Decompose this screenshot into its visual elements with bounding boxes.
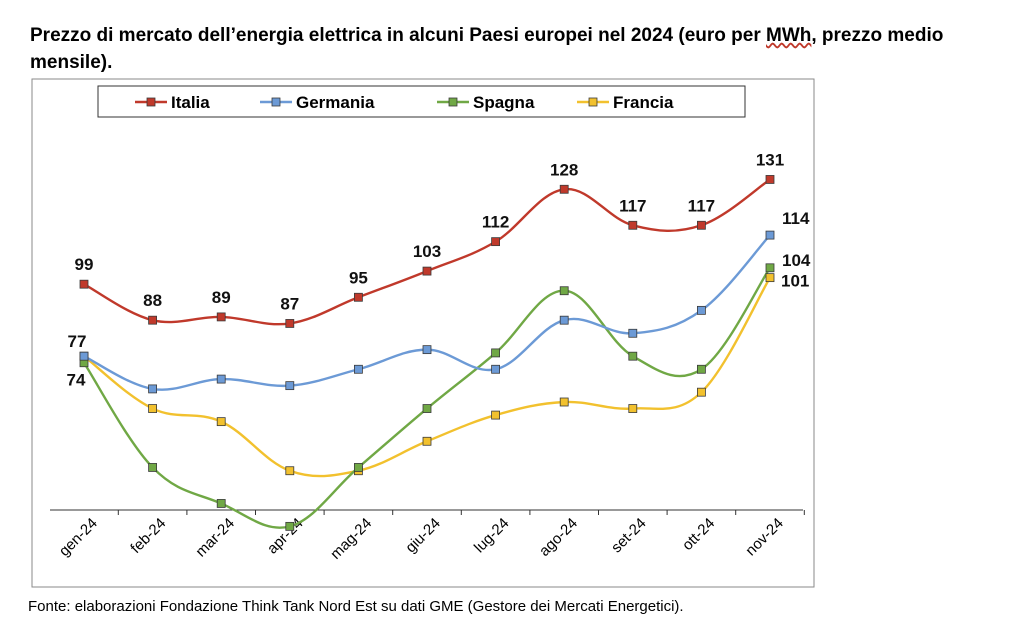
marker-spagna-ott-24 bbox=[697, 364, 706, 374]
data-label-francia-gen-24: 77 bbox=[68, 332, 87, 351]
marker-spagna-set-24 bbox=[628, 351, 638, 361]
marker-italia-nov-24 bbox=[765, 175, 775, 184]
legend-marker-francia bbox=[588, 97, 598, 107]
data-label-italia-gen-24: 99 bbox=[75, 255, 94, 274]
marker-francia-nov-24 bbox=[765, 273, 775, 283]
marker-italia-apr-24 bbox=[285, 319, 295, 328]
data-label-francia-nov-24: 101 bbox=[781, 272, 809, 291]
marker-italia-mag-24 bbox=[353, 292, 363, 302]
marker-spagna-nov-24 bbox=[765, 263, 775, 273]
marker-spagna-apr-24 bbox=[285, 521, 295, 531]
marker-spagna-mag-24 bbox=[353, 463, 363, 472]
marker-italia-gen-24 bbox=[79, 279, 89, 289]
x-tick-label-set-24: set-24 bbox=[608, 515, 650, 557]
legend-label-francia: Francia bbox=[613, 93, 674, 112]
marker-italia-giu-24 bbox=[422, 266, 432, 276]
data-label-italia-giu-24: 103 bbox=[413, 242, 441, 261]
legend-label-italia: Italia bbox=[171, 93, 210, 112]
legend-marker-spagna bbox=[448, 97, 458, 107]
x-tick-label-ott-24: ott-24 bbox=[679, 515, 718, 554]
title-text-after: , prezzo medio mensile). bbox=[30, 25, 944, 73]
legend-marker-italia bbox=[146, 97, 156, 107]
x-tick-label-mag-24: mag-24 bbox=[327, 515, 375, 563]
marker-francia-set-24 bbox=[628, 404, 638, 413]
marker-francia-mar-24 bbox=[216, 417, 226, 427]
marker-germania-nov-24 bbox=[765, 230, 775, 240]
series-line-spagna bbox=[82, 267, 771, 529]
data-label-italia-ago-24: 128 bbox=[550, 160, 578, 179]
data-label-italia-mar-24: 89 bbox=[212, 288, 231, 307]
x-tick-label-lug-24: lug-24 bbox=[471, 515, 513, 557]
data-label-italia-feb-24: 88 bbox=[143, 291, 162, 310]
data-label-italia-ott-24: 117 bbox=[688, 196, 715, 215]
marker-spagna-mar-24 bbox=[216, 499, 226, 508]
marker-germania-lug-24 bbox=[491, 364, 501, 374]
data-label-spagna-nov-24: 104 bbox=[782, 251, 811, 270]
marker-germania-feb-24 bbox=[148, 384, 158, 394]
x-tick-label-nov-24: nov-24 bbox=[742, 515, 786, 559]
legend-label-spagna: Spagna bbox=[473, 93, 535, 112]
marker-francia-lug-24 bbox=[491, 410, 501, 420]
marker-germania-mar-24 bbox=[216, 374, 226, 384]
data-label-italia-apr-24: 87 bbox=[280, 294, 299, 313]
data-label-italia-lug-24: 112 bbox=[482, 213, 509, 232]
source-note: Fonte: elaborazioni Fondazione Think Tan… bbox=[28, 598, 684, 615]
x-tick-label-feb-24: feb-24 bbox=[127, 515, 169, 557]
marker-spagna-ago-24 bbox=[559, 286, 569, 296]
x-axis-ticks: gen-24 feb-24 mar-24 apr-24 mag-24 giu-24 lug-… bbox=[56, 510, 805, 563]
marker-germania-gen-24 bbox=[79, 351, 89, 361]
marker-francia-ott-24 bbox=[697, 387, 706, 397]
marker-francia-ago-24 bbox=[559, 397, 569, 407]
data-label-spagna-gen-24: 74 bbox=[67, 371, 86, 390]
title-text-unit: MWh bbox=[766, 25, 812, 46]
marker-italia-ott-24 bbox=[697, 220, 706, 230]
marker-germania-ago-24 bbox=[559, 315, 569, 325]
chart-area-border bbox=[31, 78, 815, 588]
marker-italia-mar-24 bbox=[216, 312, 226, 322]
marker-spagna-feb-24 bbox=[148, 463, 158, 472]
x-tick-label-ago-24: ago-24 bbox=[536, 515, 581, 560]
marker-germania-ott-24 bbox=[697, 305, 706, 315]
x-tick-label-giu-24: giu-24 bbox=[402, 515, 444, 557]
marker-spagna-giu-24 bbox=[422, 404, 432, 413]
data-label-germania-nov-24: 114 bbox=[782, 209, 810, 228]
marker-francia-apr-24 bbox=[285, 466, 295, 476]
legend-label-germania: Germania bbox=[296, 93, 375, 112]
data-label-italia-set-24: 117 bbox=[619, 196, 646, 215]
series-line-germania bbox=[83, 234, 771, 391]
marker-italia-lug-24 bbox=[491, 237, 501, 247]
marker-italia-ago-24 bbox=[559, 184, 569, 194]
marker-italia-set-24 bbox=[628, 220, 638, 230]
legend: Italia Germania Spagna Francia bbox=[97, 85, 746, 118]
data-label-italia-mag-24: 95 bbox=[349, 268, 368, 287]
marker-francia-feb-24 bbox=[148, 404, 158, 413]
legend-marker-germania bbox=[271, 97, 281, 107]
marker-spagna-lug-24 bbox=[491, 348, 501, 358]
chart-title: Prezzo di mercato dell’energia elettrica… bbox=[30, 22, 1005, 76]
marker-francia-giu-24 bbox=[422, 436, 432, 446]
marker-germania-apr-24 bbox=[285, 381, 295, 391]
series-markers bbox=[79, 175, 775, 531]
title-text-before: Prezzo di mercato dell’energia elettrica… bbox=[30, 25, 766, 46]
marker-germania-giu-24 bbox=[422, 345, 432, 355]
data-label-italia-nov-24: 131 bbox=[756, 150, 784, 169]
marker-italia-feb-24 bbox=[148, 315, 158, 325]
x-tick-label-mar-24: mar-24 bbox=[192, 515, 238, 561]
marker-germania-set-24 bbox=[628, 328, 638, 338]
legend-box bbox=[97, 85, 746, 118]
series-line-francia bbox=[83, 277, 772, 478]
marker-germania-mag-24 bbox=[353, 364, 363, 374]
x-tick-label-gen-24: gen-24 bbox=[56, 515, 101, 560]
data-labels: 99 88 89 87 95 103 112 128 117 117 131 114 74 104 77 10… bbox=[67, 150, 811, 389]
